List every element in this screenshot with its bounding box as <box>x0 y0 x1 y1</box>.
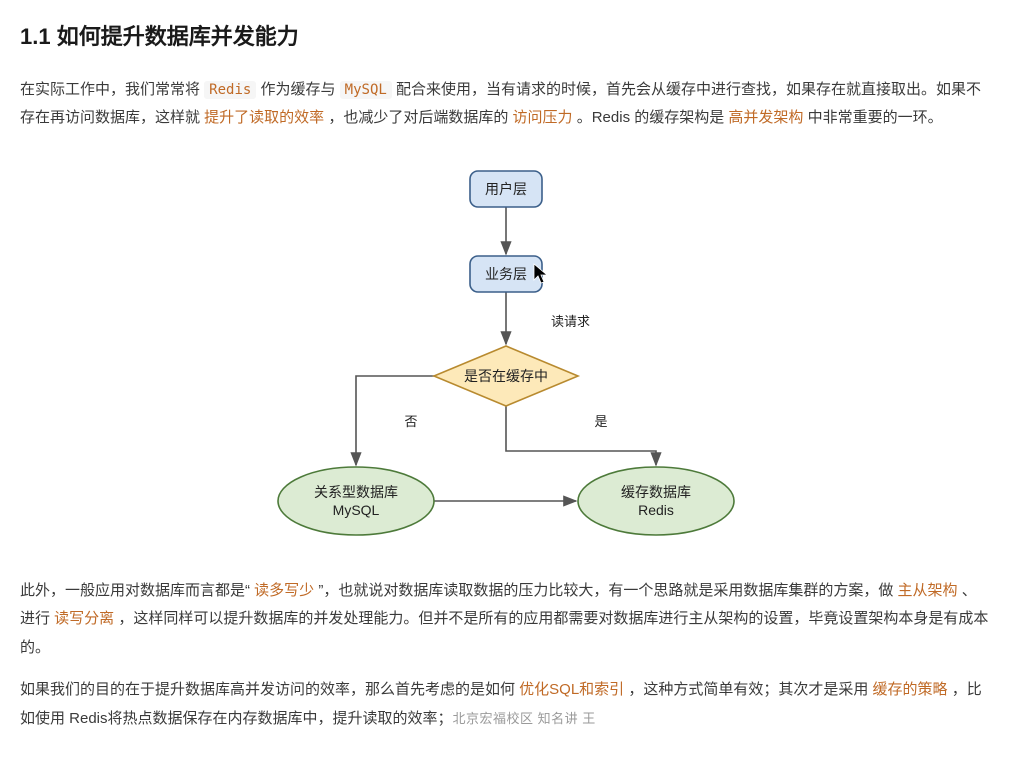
edge-label-yes: 是 <box>594 414 607 429</box>
flowchart-svg: 读请求 否 是 用户层 业务层 是否在缓存中 关系型数据库 MySQL 缓存数据… <box>206 151 806 551</box>
node-mysql-label-2: MySQL <box>332 502 379 518</box>
p3-text-1: 如果我们的目的在于提升数据库高并发访问的效率，那么首先考虑的是如何 <box>20 681 519 698</box>
code-redis: Redis <box>204 81 256 99</box>
node-redis-label-1: 缓存数据库 <box>621 484 691 500</box>
node-mysql <box>278 467 434 535</box>
hl-access-pressure: 访问压力 <box>513 109 573 126</box>
watermark-text: 北京宏福校区 知名讲 王 <box>453 711 596 726</box>
edge-label-read-request: 读请求 <box>551 314 590 329</box>
hl-optimize-sql-index: 优化SQL和索引 <box>519 681 624 698</box>
paragraph-2: 此外，一般应用对数据库而言都是“ 读多写少 ”，也就说对数据库读取数据的压力比较… <box>20 577 991 663</box>
p2-text-2: ”，也就说对数据库读取数据的压力比较大，有一个思路就是采用数据库集群的方案，做 <box>314 582 897 599</box>
hl-read-write-split: 读写分离 <box>54 610 114 627</box>
p2-text-1: 此外，一般应用对数据库而言都是“ <box>20 582 254 599</box>
p1-text-2: 作为缓存与 <box>256 81 339 98</box>
p1-text-4: ，也减少了对后端数据库的 <box>324 109 512 126</box>
node-biz-layer-label: 业务层 <box>485 266 527 282</box>
hl-read-more-write-less: 读多写少 <box>254 582 314 599</box>
code-mysql: MySQL <box>340 81 392 99</box>
node-mysql-label-1: 关系型数据库 <box>314 484 398 500</box>
p2-text-4: ，这样同样可以提升数据库的并发处理能力。但并不是所有的应用都需要对数据库进行主从… <box>20 610 988 656</box>
p1-text-5: 。Redis 的缓存架构是 <box>573 109 729 126</box>
node-redis-label-2: Redis <box>638 502 674 518</box>
node-redis <box>578 467 734 535</box>
flowchart-container: 读请求 否 是 用户层 业务层 是否在缓存中 关系型数据库 MySQL 缓存数据… <box>20 151 991 551</box>
edge-decide-mysql <box>356 376 436 465</box>
node-user-layer-label: 用户层 <box>485 181 527 197</box>
hl-cache-strategy: 缓存的策略 <box>873 681 948 698</box>
edge-decide-redis <box>506 406 656 465</box>
paragraph-3: 如果我们的目的在于提升数据库高并发访问的效率，那么首先考虑的是如何 优化SQL和… <box>20 676 991 733</box>
p1-text-1: 在实际工作中，我们常常将 <box>20 81 204 98</box>
p3-text-2: ，这种方式简单有效；其次才是采用 <box>624 681 872 698</box>
hl-master-slave: 主从架构 <box>898 582 958 599</box>
hl-high-concurrency: 高并发架构 <box>728 109 803 126</box>
node-decision-cache-label: 是否在缓存中 <box>464 368 548 384</box>
edge-label-no: 否 <box>404 414 417 429</box>
paragraph-1: 在实际工作中，我们常常将 Redis 作为缓存与 MySQL 配合来使用，当有请… <box>20 76 991 133</box>
section-heading: 1.1 如何提升数据库并发能力 <box>20 16 991 58</box>
hl-read-efficiency: 提升了读取的效率 <box>204 109 324 126</box>
p1-text-6: 中非常重要的一环。 <box>803 109 942 126</box>
